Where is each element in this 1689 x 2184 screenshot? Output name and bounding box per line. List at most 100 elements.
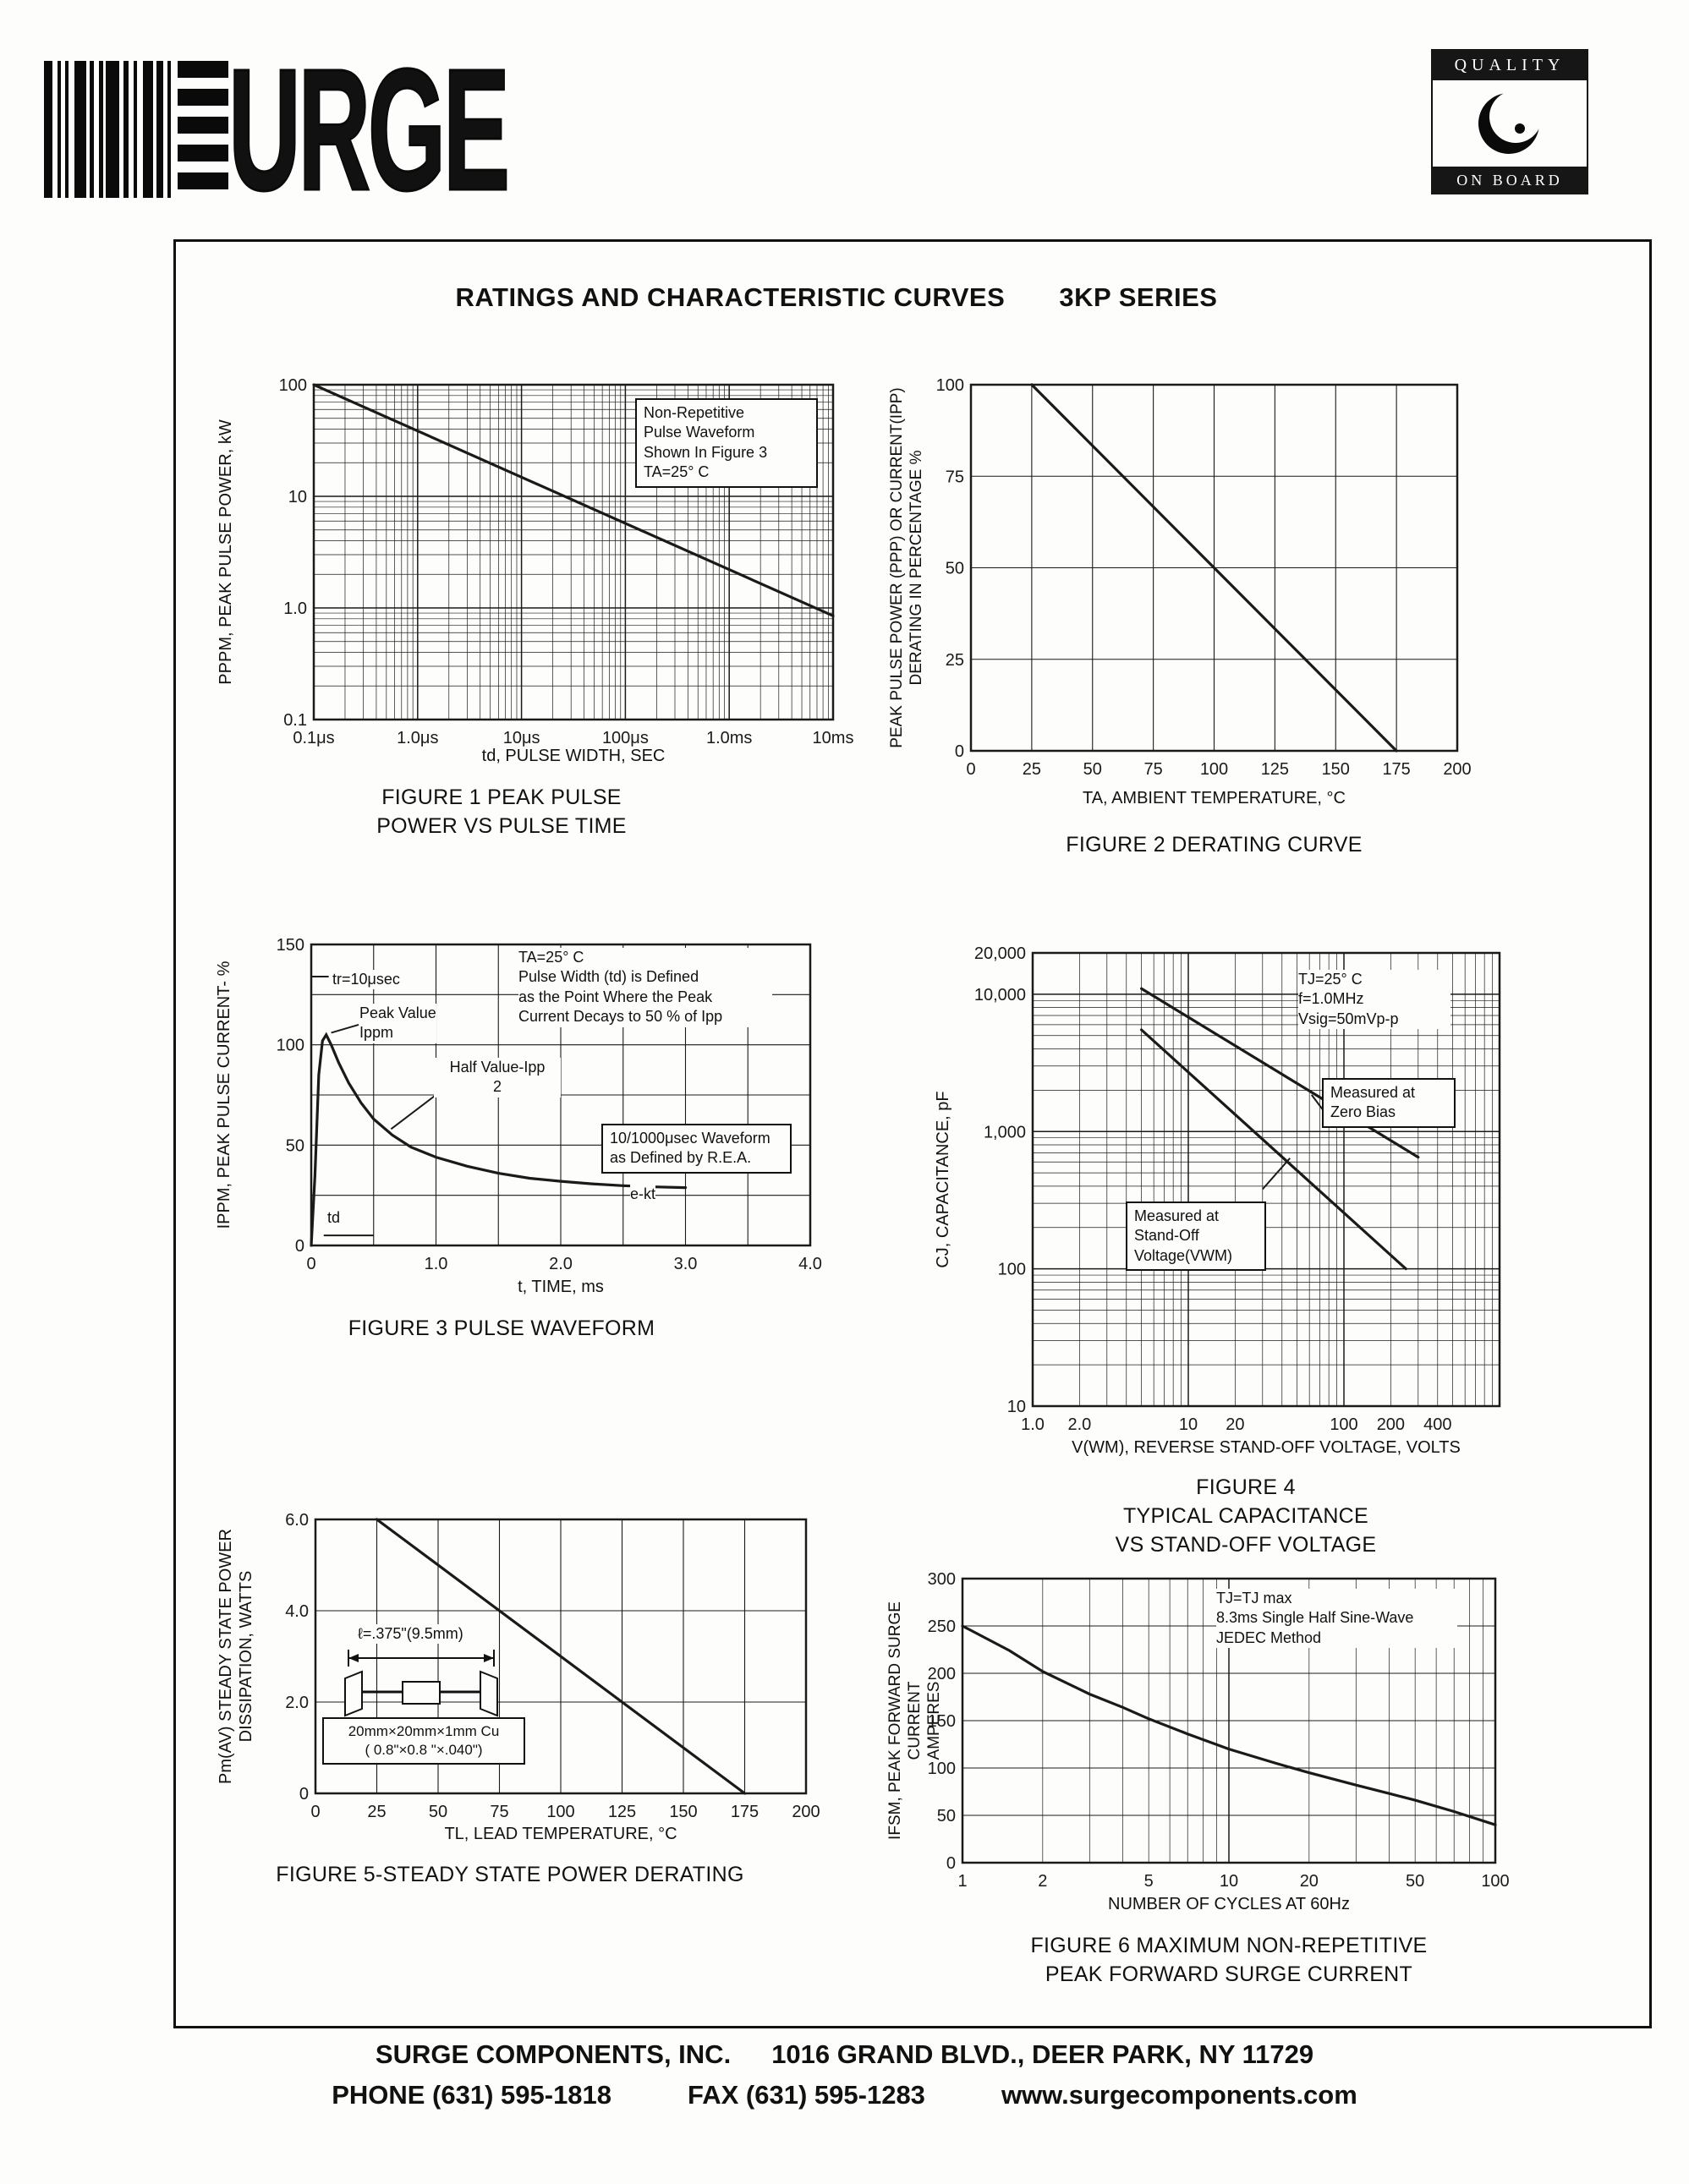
- figure5-chart: 0 25 50 75 100 125 150 175 200 6.0 4.0 2.0 0: [285, 1511, 820, 1821]
- svg-text:1,000: 1,000: [984, 1123, 1026, 1141]
- svg-text:10ms: 10ms: [813, 729, 854, 747]
- footer-line2: PHONE (631) 595-1818 FAX (631) 595-1283 …: [0, 2080, 1689, 2110]
- svg-text:100: 100: [279, 376, 307, 395]
- svg-text:2: 2: [1038, 1872, 1047, 1891]
- svg-text:10: 10: [1220, 1872, 1238, 1891]
- footer-company: SURGE COMPONENTS, INC.: [375, 2039, 732, 2069]
- crescent-eye-icon: [1478, 90, 1542, 154]
- figure3-note-peak-value: Peak Value Ippm: [359, 1004, 436, 1043]
- figure1-caption: FIGURE 1 PEAK PULSE POWER VS PULSE TIME: [376, 785, 627, 838]
- svg-text:10μs: 10μs: [503, 729, 540, 747]
- figure2-y-axis-label: PEAK PULSE POWER (PPP) OR CURRENT(IPP) D…: [888, 387, 926, 748]
- footer: SURGE COMPONENTS, INC. 1016 GRAND BLVD.,…: [0, 2039, 1689, 2121]
- svg-text:200: 200: [1443, 760, 1471, 779]
- svg-text:1.0ms: 1.0ms: [706, 729, 752, 747]
- figure4-x-axis-label: V(WM), REVERSE STAND-OFF VOLTAGE, VOLTS: [1072, 1438, 1461, 1457]
- figure2-caption: FIGURE 2 DERATING CURVE: [1066, 833, 1363, 857]
- svg-text:20,000: 20,000: [974, 944, 1026, 963]
- svg-text:175: 175: [731, 1803, 759, 1821]
- svg-text:75: 75: [490, 1803, 508, 1821]
- svg-text:0: 0: [966, 760, 975, 779]
- footer-line1: SURGE COMPONENTS, INC. 1016 GRAND BLVD.,…: [0, 2039, 1689, 2070]
- figure-1: PPPM, PEAK PULSE POWER, kW 0.1μs 1.0μs 10μ…: [180, 366, 865, 840]
- figure5-caption: FIGURE 5-STEADY STATE POWER DERATING: [276, 1863, 744, 1886]
- figure-5: Pm(AV) STEADY STATE POWER DISSIPATION, W…: [180, 1499, 865, 1913]
- figure3-y-axis-label: IPPM, PEAK PULSE CURRENT- %: [215, 961, 233, 1229]
- svg-text:1.0: 1.0: [425, 1255, 448, 1273]
- figure2-x-axis-label: TA, AMBIENT TEMPERATURE, °C: [1082, 789, 1346, 807]
- figure-4: CJ, CAPACITANCE, pF 1.0 2.0 10 20 100 200 400 2…: [882, 933, 1559, 1592]
- quality-badge: QUALITY ON BOARD: [1431, 49, 1588, 194]
- surge-logo: URGE: [44, 33, 709, 227]
- svg-text:75: 75: [1144, 760, 1163, 779]
- svg-text:6.0: 6.0: [285, 1511, 309, 1530]
- svg-text:0: 0: [310, 1803, 320, 1821]
- footer-fax: FAX (631) 595-1283: [688, 2080, 925, 2110]
- svg-text:75: 75: [946, 468, 964, 486]
- figure6-caption: FIGURE 6 MAXIMUM NON-REPETITIVE PEAK FOR…: [1030, 1934, 1428, 1986]
- svg-text:125: 125: [1261, 760, 1289, 779]
- svg-text:2.0: 2.0: [285, 1694, 309, 1712]
- figure3-chart: 0 1.0 2.0 3.0 4.0 150 100 50 0: [277, 936, 822, 1273]
- svg-text:25: 25: [1023, 760, 1041, 779]
- svg-text:0.1μs: 0.1μs: [293, 729, 334, 747]
- figure6-x-axis-label: NUMBER OF CYCLES AT 60Hz: [1108, 1895, 1350, 1913]
- figure2-chart: 0 25 50 75 100 125 150 175 200 100 75 50 25 0: [936, 376, 1472, 779]
- svg-text:10: 10: [1007, 1398, 1026, 1416]
- svg-text:100: 100: [546, 1803, 574, 1821]
- curves-panel: RATINGS AND CHARACTERISTIC CURVES 3KP SE…: [173, 239, 1652, 2028]
- svg-text:1: 1: [957, 1872, 967, 1891]
- svg-text:150: 150: [928, 1712, 956, 1731]
- figure6-chart: 1 2 5 10 20 50 100 300 250 200 150 100 50 0: [928, 1570, 1510, 1891]
- surge-logo-text: URGE: [228, 33, 511, 227]
- svg-text:20: 20: [1226, 1415, 1244, 1434]
- surge-logo-s: [178, 61, 228, 198]
- svg-text:0: 0: [295, 1237, 304, 1256]
- svg-text:5: 5: [1144, 1872, 1154, 1891]
- svg-text:150: 150: [1322, 760, 1350, 779]
- figure3-x-axis-label: t, TIME, ms: [518, 1278, 604, 1296]
- quality-badge-logo: [1431, 80, 1588, 167]
- figure-6: IFSM, PEAK FORWARD SURGE CURRENT AMPERES…: [882, 1558, 1559, 2015]
- figure4-note-conditions: TJ=25° C f=1.0MHz Vsig=50mVp-p: [1298, 970, 1450, 1030]
- svg-text:0: 0: [306, 1255, 315, 1273]
- svg-text:100: 100: [998, 1261, 1026, 1279]
- svg-text:20: 20: [1300, 1872, 1319, 1891]
- figure4-note-stand-off: Measured at Stand-Off Voltage(VWM): [1126, 1201, 1266, 1272]
- figure5-component-drawing: [344, 1650, 498, 1717]
- svg-text:150: 150: [669, 1803, 697, 1821]
- svg-text:10: 10: [288, 488, 307, 506]
- svg-text:100: 100: [928, 1760, 956, 1778]
- figure3-note-rise-time: tr=10μsec: [332, 970, 400, 990]
- svg-text:200: 200: [1377, 1415, 1405, 1434]
- footer-website: www.surgecomponents.com: [1001, 2080, 1357, 2110]
- svg-text:2.0: 2.0: [1067, 1415, 1091, 1434]
- svg-text:400: 400: [1423, 1415, 1451, 1434]
- svg-text:150: 150: [277, 936, 304, 955]
- svg-text:50: 50: [1406, 1872, 1424, 1891]
- svg-text:50: 50: [937, 1807, 956, 1825]
- svg-text:175: 175: [1382, 760, 1410, 779]
- panel-title: RATINGS AND CHARACTERISTIC CURVES 3KP SE…: [176, 282, 1649, 313]
- footer-phone: PHONE (631) 595-1818: [332, 2080, 612, 2110]
- series-title: 3KP SERIES: [1059, 282, 1218, 312]
- svg-text:4.0: 4.0: [798, 1255, 822, 1273]
- figure3-caption: FIGURE 3 PULSE WAVEFORM: [348, 1316, 655, 1340]
- figure5-heatsink-label: 20mm×20mm×1mm Cu ( 0.8"×0.8 "×.040"): [322, 1717, 525, 1765]
- svg-text:100: 100: [1481, 1872, 1509, 1891]
- svg-text:200: 200: [792, 1803, 820, 1821]
- svg-text:300: 300: [928, 1570, 956, 1589]
- svg-text:1.0μs: 1.0μs: [397, 729, 438, 747]
- page-title: RATINGS AND CHARACTERISTIC CURVES: [455, 282, 1006, 312]
- figure3-note-td: td: [327, 1208, 341, 1229]
- svg-text:10: 10: [1179, 1415, 1198, 1434]
- svg-text:50: 50: [1083, 760, 1102, 779]
- svg-text:50: 50: [429, 1803, 447, 1821]
- svg-text:25: 25: [946, 651, 964, 670]
- svg-text:1.0: 1.0: [1021, 1415, 1045, 1434]
- footer-address: 1016 GRAND BLVD., DEER PARK, NY 11729: [771, 2039, 1314, 2069]
- figure4-y-axis-label: CJ, CAPACITANCE, pF: [934, 1091, 952, 1268]
- figure3-note-ekt: e-kt: [630, 1185, 656, 1205]
- figure4-caption: FIGURE 4 TYPICAL CAPACITANCE VS STAND-OF…: [1115, 1475, 1377, 1557]
- figure6-note-conditions: TJ=TJ max 8.3ms Single Half Sine-Wave JE…: [1216, 1589, 1457, 1649]
